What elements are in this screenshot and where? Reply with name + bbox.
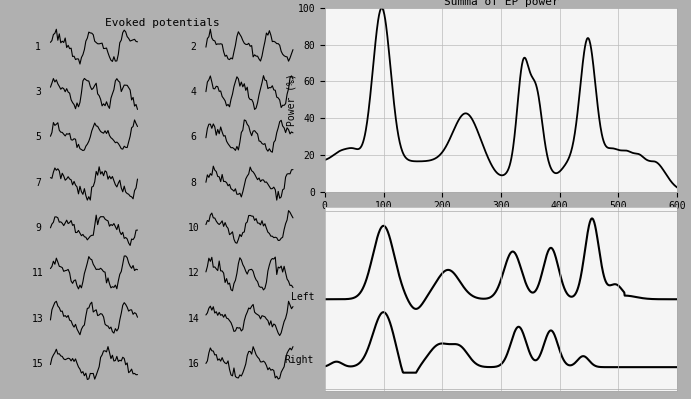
Text: 4: 4 bbox=[191, 87, 196, 97]
Text: 5: 5 bbox=[35, 132, 41, 142]
Text: 2: 2 bbox=[191, 41, 196, 52]
Text: 16: 16 bbox=[187, 359, 200, 369]
Text: 3: 3 bbox=[35, 87, 41, 97]
Text: 11: 11 bbox=[32, 269, 44, 279]
Text: 14: 14 bbox=[187, 314, 200, 324]
Text: Right: Right bbox=[285, 355, 314, 365]
Text: Evoked potentials: Evoked potentials bbox=[105, 18, 220, 28]
Title: Summa of EP power: Summa of EP power bbox=[444, 0, 558, 7]
Y-axis label: Power (%): Power (%) bbox=[286, 73, 296, 126]
Text: 12: 12 bbox=[187, 269, 200, 279]
Text: 9: 9 bbox=[35, 223, 41, 233]
Text: 15: 15 bbox=[32, 359, 44, 369]
Text: 7: 7 bbox=[35, 178, 41, 188]
Text: 13: 13 bbox=[32, 314, 44, 324]
Text: 6: 6 bbox=[191, 132, 196, 142]
Text: 10: 10 bbox=[187, 223, 200, 233]
Text: 1: 1 bbox=[35, 41, 41, 52]
X-axis label: time (msek): time (msek) bbox=[468, 213, 533, 223]
Text: 8: 8 bbox=[191, 178, 196, 188]
Text: Left: Left bbox=[291, 292, 314, 302]
